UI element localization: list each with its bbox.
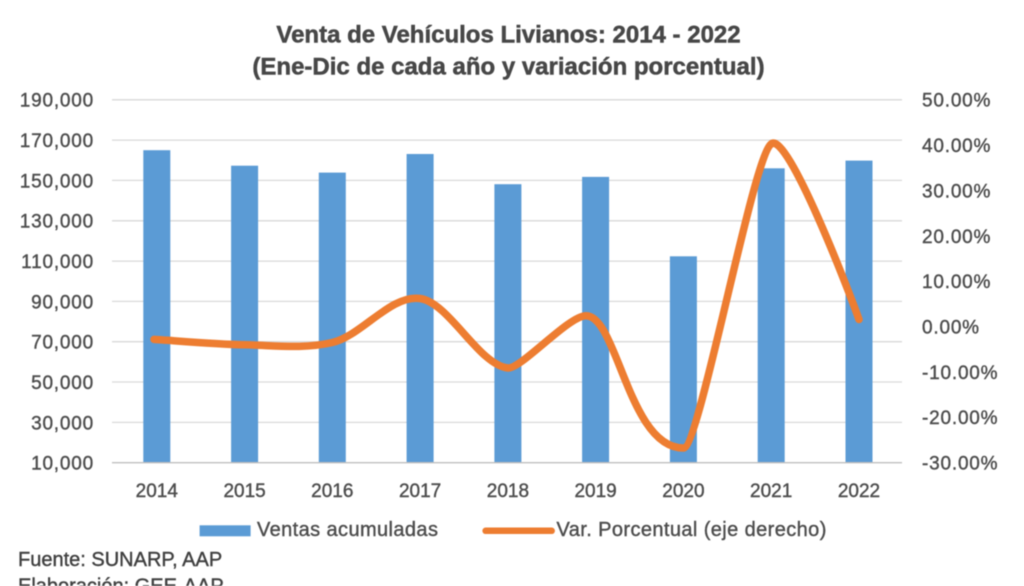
svg-text:2016: 2016 [311,481,353,502]
svg-text:2017: 2017 [399,481,441,502]
svg-text:Elaboración: GEE-AAP: Elaboración: GEE-AAP [18,576,224,586]
svg-text:30.00%: 30.00% [922,181,991,202]
svg-text:70,000: 70,000 [31,333,94,354]
svg-text:30,000: 30,000 [31,413,94,434]
svg-text:90,000: 90,000 [31,292,94,313]
svg-text:40.00%: 40.00% [922,136,991,157]
svg-text:20.00%: 20.00% [922,227,991,248]
svg-text:50,000: 50,000 [31,373,94,394]
svg-text:-20.00%: -20.00% [922,408,998,429]
svg-text:150,000: 150,000 [20,171,94,192]
svg-text:2019: 2019 [574,481,616,502]
svg-text:Venta de Vehículos Livianos: 2: Venta de Vehículos Livianos: 2014 - 2022 [276,22,740,49]
svg-text:2021: 2021 [750,481,792,502]
svg-text:2018: 2018 [487,481,529,502]
svg-text:170,000: 170,000 [20,131,94,152]
svg-text:-30.00%: -30.00% [922,454,998,475]
svg-text:Fuente: SUNARP, AAP: Fuente: SUNARP, AAP [18,549,222,571]
svg-text:2020: 2020 [662,481,704,502]
svg-text:(Ene-Dic de cada año y variaci: (Ene-Dic de cada año y variación porcent… [252,54,764,81]
svg-text:190,000: 190,000 [20,91,94,112]
svg-text:130,000: 130,000 [20,212,94,233]
svg-text:0.00%: 0.00% [922,318,980,339]
svg-text:Ventas acumuladas: Ventas acumuladas [257,519,438,541]
svg-text:2022: 2022 [838,481,880,502]
svg-text:110,000: 110,000 [21,252,94,273]
svg-text:10.00%: 10.00% [922,272,991,293]
svg-text:Var. Porcentual (eje derecho): Var. Porcentual (eje derecho) [557,519,827,541]
svg-text:2015: 2015 [223,481,265,502]
svg-text:10,000: 10,000 [31,454,94,475]
svg-text:-10.00%: -10.00% [922,363,998,384]
svg-text:2014: 2014 [136,481,179,502]
svg-text:50.00%: 50.00% [922,91,991,112]
